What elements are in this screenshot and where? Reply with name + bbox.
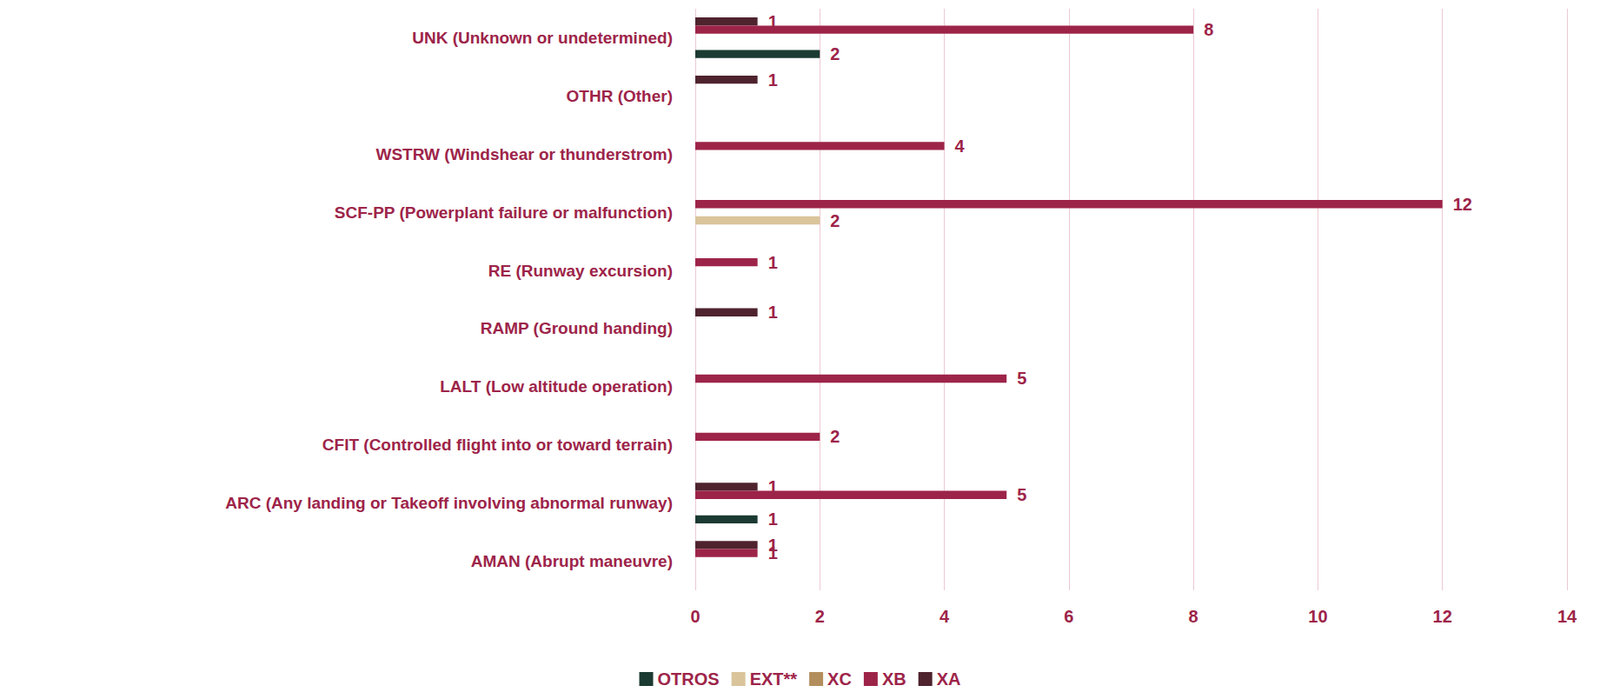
svg-text:1: 1 bbox=[768, 509, 778, 529]
svg-text:2: 2 bbox=[829, 211, 840, 231]
svg-text:2: 2 bbox=[815, 606, 825, 626]
svg-text:EXT**: EXT** bbox=[750, 669, 798, 689]
svg-text:RE (Runway excursion): RE (Runway excursion) bbox=[488, 261, 673, 280]
svg-text:1: 1 bbox=[768, 252, 778, 273]
svg-text:1: 1 bbox=[768, 477, 778, 497]
svg-text:CFIT (Controlled flight into o: CFIT (Controlled flight into or toward t… bbox=[322, 435, 673, 454]
svg-text:WSTRW (Windshear or thunderstr: WSTRW (Windshear or thunderstrom) bbox=[376, 145, 673, 164]
svg-text:SCF-PP (Powerplant failure or: SCF-PP (Powerplant failure or malfunctio… bbox=[334, 203, 673, 222]
svg-text:1: 1 bbox=[768, 302, 778, 322]
svg-text:XC: XC bbox=[827, 669, 852, 689]
svg-text:1: 1 bbox=[768, 543, 778, 563]
svg-text:14: 14 bbox=[1557, 606, 1578, 626]
svg-text:LALT (Low altitude operation): LALT (Low altitude operation) bbox=[439, 377, 673, 396]
svg-text:2: 2 bbox=[829, 426, 840, 446]
svg-text:8: 8 bbox=[1188, 606, 1199, 626]
svg-text:UNK (Unknown or undetermined): UNK (Unknown or undetermined) bbox=[411, 28, 673, 47]
svg-text:XB: XB bbox=[882, 669, 907, 689]
svg-text:RAMP (Ground handing): RAMP (Ground handing) bbox=[480, 318, 673, 338]
svg-text:10: 10 bbox=[1307, 606, 1328, 626]
svg-text:5: 5 bbox=[1016, 484, 1027, 505]
svg-text:1: 1 bbox=[768, 12, 778, 32]
svg-text:12: 12 bbox=[1433, 606, 1453, 626]
svg-text:12: 12 bbox=[1453, 194, 1473, 214]
svg-text:XA: XA bbox=[936, 669, 962, 689]
svg-text:OTROS: OTROS bbox=[657, 669, 720, 689]
svg-text:AMAN (Abrupt maneuvre): AMAN (Abrupt maneuvre) bbox=[471, 551, 673, 571]
svg-text:4: 4 bbox=[939, 606, 950, 626]
svg-text:1: 1 bbox=[768, 70, 778, 90]
svg-text:ARC (Any landing or Takeoff in: ARC (Any landing or Takeoff involving ab… bbox=[225, 493, 673, 512]
svg-text:2: 2 bbox=[829, 44, 840, 64]
svg-text:0: 0 bbox=[690, 606, 700, 626]
svg-text:4: 4 bbox=[955, 136, 966, 156]
svg-text:OTHR (Other): OTHR (Other) bbox=[566, 86, 673, 106]
svg-text:6: 6 bbox=[1063, 606, 1074, 626]
svg-text:8: 8 bbox=[1203, 19, 1214, 40]
svg-text:5: 5 bbox=[1016, 368, 1027, 388]
